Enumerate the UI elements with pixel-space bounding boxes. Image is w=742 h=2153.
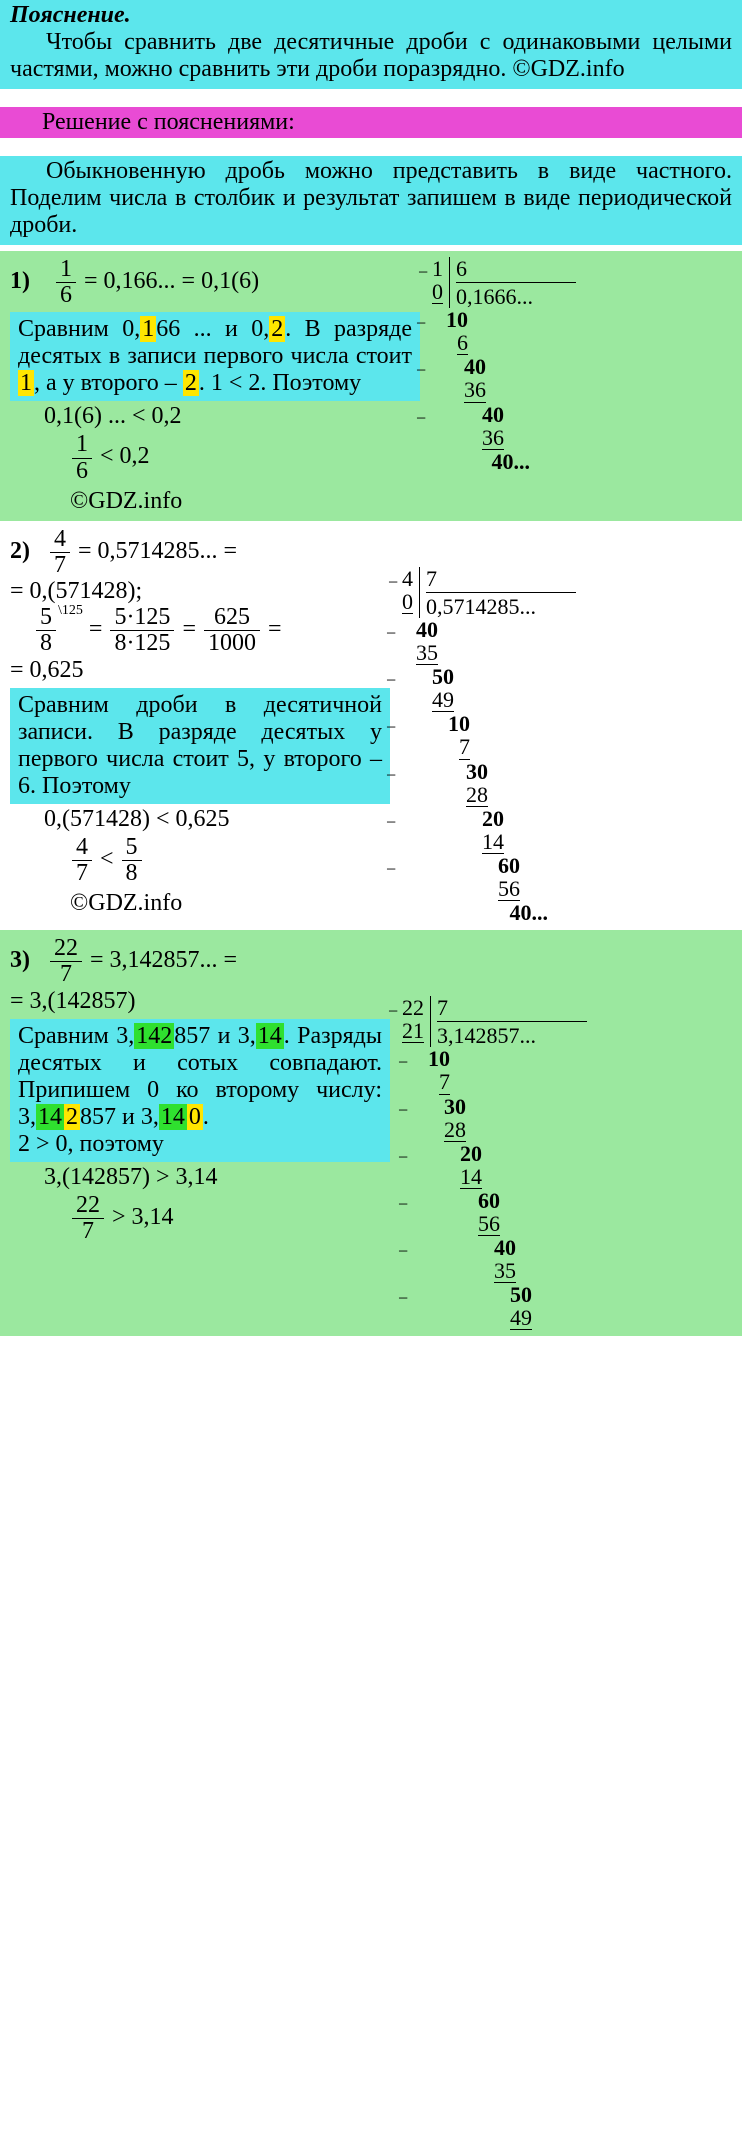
compare-note: Сравним 0,166 ... и 0,2. В разряде десят… [10,312,420,401]
compare-note: Сравним дроби в десятичной записи. В раз… [10,688,390,804]
compare-note: Сравним 3,142857 и 3,14. Разряды десятых… [10,1019,390,1162]
solution-header: Решение с пояснениями: [0,107,742,138]
result-line: 0,1(6) ... < 0,2 [44,403,420,430]
result-line-frac: 227 > 3,14 [70,1193,390,1244]
spacer [0,89,742,107]
credit: ©GDZ.info [70,890,390,917]
equation-chain: 58\125 = 5·1258·125 = 6251000 = [34,605,390,656]
equation-text: = 0,625 [10,657,390,684]
fraction: 1 6 [56,257,76,308]
item-number: 1) [10,268,30,294]
item-number: 2) [10,538,30,564]
spacer [0,138,742,156]
explanation-title: Пояснение. [10,2,732,29]
long-division-2: 4 0 7 0,5714285... 40 35 50 49 10 7 30 [402,527,732,924]
problem-3: 3) 227 = 3,142857... = = 3,(142857) Срав… [0,930,742,1336]
result-line-frac: 47 < 58 [70,835,390,886]
explanation-block: Пояснение. Чтобы сравнить две десятичные… [0,0,742,89]
page-content: Пояснение. Чтобы сравнить две десятичные… [0,0,742,1336]
long-division-3: 22 21 7 3,142857... 10 7 30 28 20 14 60 [402,936,732,1330]
problem-1: 1) 1 6 = 0,166... = 0,1(6) Сравним 0,166… [0,251,742,521]
long-division-1: 1 0 6 0,1666... 10 6 40 36 40 36 40... [432,257,732,473]
result-line: 3,(142857) > 3,14 [44,1164,390,1191]
result-line-frac: 16 < 0,2 [70,432,420,483]
result-line: 0,(571428) < 0,625 [44,806,390,833]
item-number: 3) [10,947,30,973]
intro-block: Обыкновенную дробь можно представить в в… [0,156,742,245]
credit: ©GDZ.info [70,488,420,515]
equation-text: = 3,(142857) [10,988,390,1015]
equation-text: = 0,166... = 0,1(6) [84,268,259,294]
equation-text: = 0,(571428); [10,578,390,605]
explanation-body: Чтобы сравнить две десятичные дроби с од… [10,29,732,83]
problem-2: 2) 47 = 0,5714285... = = 0,(571428); 58\… [0,521,742,930]
